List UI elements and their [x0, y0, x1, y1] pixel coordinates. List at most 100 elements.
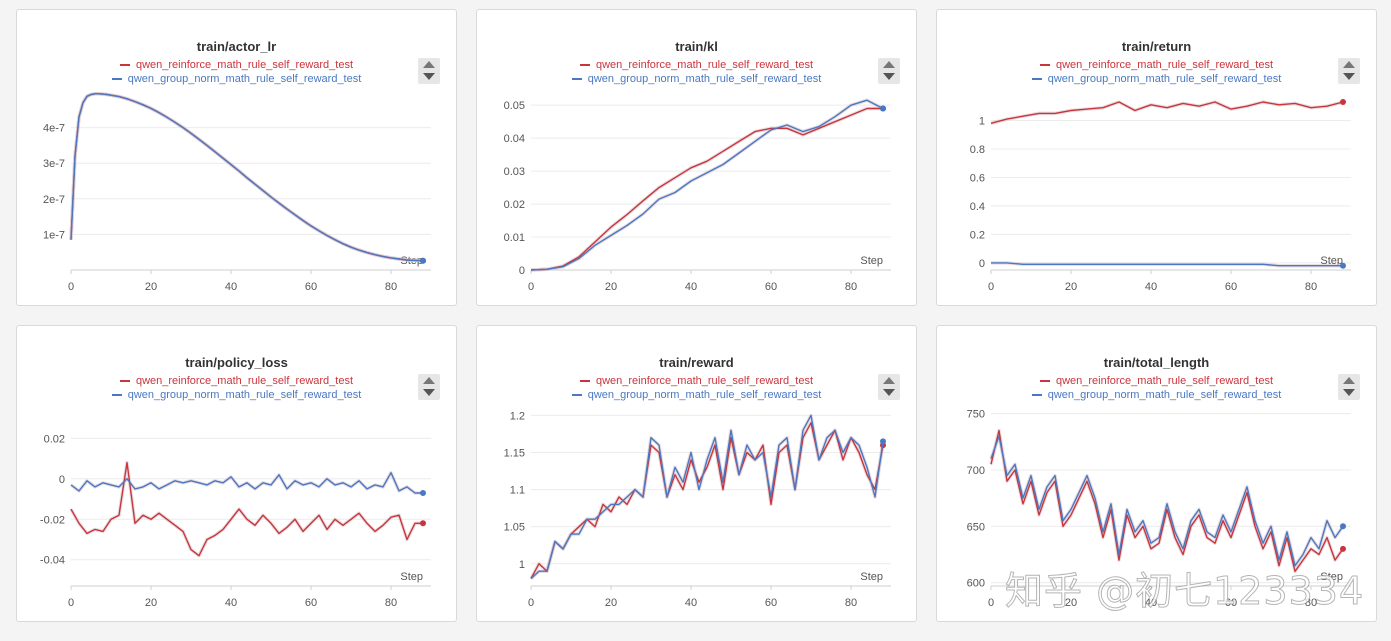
chart-legend: qwen_reinforce_math_rule_self_reward_tes…: [477, 58, 916, 86]
y-tick-label: 0.02: [44, 433, 65, 445]
legend-label: qwen_group_norm_math_rule_self_reward_te…: [127, 389, 362, 401]
chart-plot-area[interactable]: -0.04 -0.02 0 0.02 0 20 40 60 80 Step: [17, 326, 458, 623]
legend-scroller[interactable]: [878, 374, 900, 400]
legend-label: qwen_group_norm_math_rule_self_reward_te…: [1047, 73, 1282, 85]
y-tick-label: 600: [967, 578, 985, 590]
chart-title: train/total_length: [1103, 355, 1210, 370]
series-1-raw-line: [530, 98, 884, 272]
series-0-line: [530, 422, 884, 579]
chart-panel-total-length: train/total_length qwen_reinforce_math_r…: [936, 325, 1377, 622]
legend-entry-series-1[interactable]: qwen_group_norm_math_rule_self_reward_te…: [937, 388, 1376, 402]
legend-entry-series-0[interactable]: qwen_reinforce_math_rule_self_reward_tes…: [17, 58, 456, 72]
y-tick-label: 1.05: [504, 522, 525, 534]
series-1-line: [530, 414, 884, 580]
scroll-up-icon[interactable]: [1343, 61, 1355, 68]
legend-swatch: [579, 64, 590, 67]
x-tick-label: 80: [845, 597, 857, 609]
x-tick-label: 60: [305, 597, 317, 609]
y-tick-label: 0.04: [504, 133, 525, 145]
legend-entry-series-0[interactable]: qwen_reinforce_math_rule_self_reward_tes…: [937, 58, 1376, 72]
chart-panel-kl: train/kl qwen_reinforce_math_rule_self_r…: [476, 9, 917, 306]
legend-entry-series-1[interactable]: qwen_group_norm_math_rule_self_reward_te…: [17, 72, 456, 86]
chart-title: train/kl: [675, 39, 718, 54]
legend-swatch: [579, 380, 590, 383]
scroll-up-icon[interactable]: [423, 377, 435, 384]
series-1-end-point: [1340, 523, 1346, 530]
legend-swatch: [1031, 78, 1042, 81]
chart-panel-actor-lr: train/actor_lr qwen_reinforce_math_rule_…: [16, 9, 457, 306]
y-tick-label: 0.02: [504, 199, 525, 211]
series-1-line: [990, 435, 1344, 567]
legend-entry-series-1[interactable]: qwen_group_norm_math_rule_self_reward_te…: [477, 72, 916, 86]
legend-swatch: [571, 394, 582, 397]
chart-title: train/policy_loss: [185, 355, 288, 370]
x-tick-label: 0: [988, 281, 994, 293]
scroll-down-icon[interactable]: [423, 389, 435, 396]
chart-title: train/return: [1121, 39, 1192, 54]
legend-entry-series-0[interactable]: qwen_reinforce_math_rule_self_reward_tes…: [477, 374, 916, 388]
legend-label: qwen_reinforce_math_rule_self_reward_tes…: [135, 59, 354, 71]
x-tick-label: 80: [385, 597, 397, 609]
scroll-down-icon[interactable]: [883, 73, 895, 80]
legend-entry-series-1[interactable]: qwen_group_norm_math_rule_self_reward_te…: [17, 388, 456, 402]
x-tick-label: 20: [605, 281, 617, 293]
x-tick-label: 80: [1305, 281, 1317, 293]
legend-scroller[interactable]: [418, 58, 440, 84]
x-tick-label: 20: [1065, 281, 1077, 293]
series-1-line: [991, 262, 1343, 267]
legend-swatch: [111, 78, 122, 81]
x-tick-label: 80: [385, 281, 397, 293]
scroll-up-icon[interactable]: [883, 61, 895, 68]
series-1-end-point: [420, 489, 426, 496]
legend-entry-series-1[interactable]: qwen_group_norm_math_rule_self_reward_te…: [937, 72, 1376, 86]
chart-plot-area[interactable]: 0 0.01 0.02 0.03 0.04 0.05 0 20 40 60 80 Step: [477, 10, 918, 307]
legend-label: qwen_group_norm_math_rule_self_reward_te…: [587, 73, 822, 85]
legend-entry-series-1[interactable]: qwen_group_norm_math_rule_self_reward_te…: [477, 388, 916, 402]
series-0-line: [990, 429, 1344, 573]
legend-scroller[interactable]: [878, 58, 900, 84]
legend-entry-series-0[interactable]: qwen_reinforce_math_rule_self_reward_tes…: [477, 58, 916, 72]
x-axis-label: Step: [860, 571, 883, 583]
series-0-end-point: [1340, 98, 1346, 105]
scroll-down-icon[interactable]: [883, 389, 895, 396]
legend-label: qwen_group_norm_math_rule_self_reward_te…: [587, 389, 822, 401]
legend-swatch: [1039, 380, 1050, 383]
legend-scroller[interactable]: [1338, 58, 1360, 84]
chart-panel-return: train/return qwen_reinforce_math_rule_se…: [936, 9, 1377, 306]
chart-legend: qwen_reinforce_math_rule_self_reward_tes…: [937, 58, 1376, 86]
legend-scroller[interactable]: [1338, 374, 1360, 400]
chart-plot-area[interactable]: 600 650 700 750 0 20 40 60 80 Step: [937, 326, 1378, 623]
scroll-up-icon[interactable]: [883, 377, 895, 384]
y-tick-label: 0.05: [504, 100, 525, 112]
legend-scroller[interactable]: [418, 374, 440, 400]
y-tick-label: 0.4: [970, 201, 985, 213]
x-axis-label: Step: [400, 571, 423, 583]
chart-panel-policy-loss: train/policy_loss qwen_reinforce_math_ru…: [16, 325, 457, 622]
x-tick-label: 40: [685, 597, 697, 609]
scroll-down-icon[interactable]: [1343, 73, 1355, 80]
legend-entry-series-0[interactable]: qwen_reinforce_math_rule_self_reward_tes…: [17, 374, 456, 388]
scroll-down-icon[interactable]: [423, 73, 435, 80]
series-1-end-point: [880, 105, 886, 112]
y-tick-label: 1.2: [510, 410, 525, 422]
legend-label: qwen_reinforce_math_rule_self_reward_tes…: [1055, 59, 1274, 71]
x-tick-label: 40: [685, 281, 697, 293]
x-axis-label: Step: [1320, 571, 1343, 583]
legend-entry-series-0[interactable]: qwen_reinforce_math_rule_self_reward_tes…: [937, 374, 1376, 388]
legend-label: qwen_group_norm_math_rule_self_reward_te…: [1047, 389, 1282, 401]
series-0-line: [990, 101, 1344, 124]
scroll-up-icon[interactable]: [423, 61, 435, 68]
scroll-down-icon[interactable]: [1343, 389, 1355, 396]
y-tick-label: 1: [979, 115, 985, 127]
y-tick-label: 0.03: [504, 166, 525, 178]
chart-plot-area[interactable]: 1 1.05 1.1 1.15 1.2 0 20 40 60 80 Step: [477, 326, 918, 623]
x-tick-label: 80: [845, 281, 857, 293]
y-tick-label: 1.15: [504, 448, 525, 460]
y-tick-label: 650: [967, 521, 985, 533]
series-1-line: [70, 93, 424, 262]
scroll-up-icon[interactable]: [1343, 377, 1355, 384]
legend-swatch: [1031, 394, 1042, 397]
x-tick-label: 0: [68, 597, 74, 609]
